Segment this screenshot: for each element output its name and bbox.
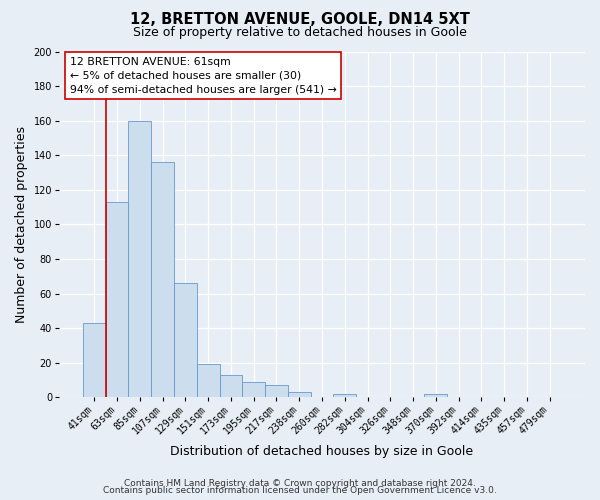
Y-axis label: Number of detached properties: Number of detached properties (15, 126, 28, 323)
Bar (265, 385, 288, 397)
Bar (83, 323, 106, 397)
Text: Size of property relative to detached houses in Goole: Size of property relative to detached ho… (133, 26, 467, 39)
X-axis label: Distribution of detached houses by size in Goole: Distribution of detached houses by size … (170, 444, 473, 458)
Bar (220, 375, 242, 397)
Bar (151, 162, 174, 397)
Bar (242, 382, 265, 397)
Bar (128, 120, 151, 397)
Bar (424, 394, 447, 397)
Bar (106, 202, 128, 397)
Text: Contains public sector information licensed under the Open Government Licence v3: Contains public sector information licen… (103, 486, 497, 495)
Bar (197, 364, 220, 397)
Text: Contains HM Land Registry data © Crown copyright and database right 2024.: Contains HM Land Registry data © Crown c… (124, 478, 476, 488)
Bar (174, 283, 197, 397)
Bar (288, 392, 311, 397)
Bar (334, 394, 356, 397)
Text: 12 BRETTON AVENUE: 61sqm
← 5% of detached houses are smaller (30)
94% of semi-de: 12 BRETTON AVENUE: 61sqm ← 5% of detache… (70, 56, 336, 94)
Text: 12, BRETTON AVENUE, GOOLE, DN14 5XT: 12, BRETTON AVENUE, GOOLE, DN14 5XT (130, 12, 470, 28)
